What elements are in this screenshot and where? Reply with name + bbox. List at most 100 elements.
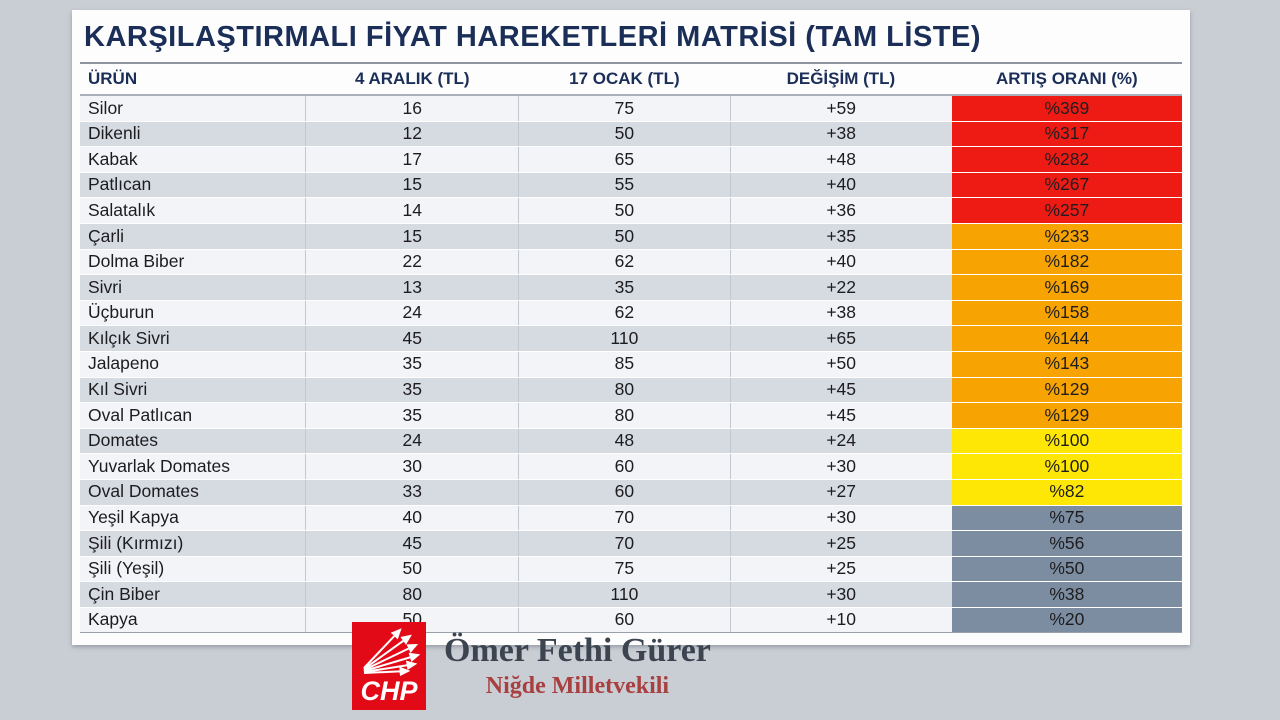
dec4-price-cell: 35	[305, 351, 519, 378]
change-cell: +50	[729, 351, 952, 378]
increase-percent-cell: %20	[951, 607, 1182, 634]
jan17-price-cell: 55	[518, 172, 731, 199]
table-row: Jalapeno 35 85 +50 %143	[80, 351, 1182, 378]
product-cell: Çin Biber	[80, 581, 306, 608]
jan17-price-cell: 50	[518, 197, 731, 224]
price-table: ÜRÜN 4 ARALIK (TL) 17 OCAK (TL) DEĞİŞİM …	[80, 62, 1182, 634]
change-cell: +48	[729, 146, 952, 173]
column-header-4-aralik: 4 ARALIK (TL)	[305, 62, 519, 96]
change-cell: +30	[729, 581, 952, 608]
change-cell: +38	[729, 121, 952, 148]
table-row: Salatalık 14 50 +36 %257	[80, 197, 1182, 224]
change-cell: +25	[729, 556, 952, 583]
increase-percent-cell: %369	[951, 95, 1182, 122]
increase-percent-cell: %56	[951, 530, 1182, 557]
jan17-price-cell: 85	[518, 351, 731, 378]
change-cell: +38	[729, 300, 952, 327]
change-cell: +22	[729, 274, 952, 301]
change-cell: +30	[729, 453, 952, 480]
product-cell: Yeşil Kapya	[80, 505, 306, 532]
table-row: Dikenli 12 50 +38 %317	[80, 121, 1182, 148]
dec4-price-cell: 15	[305, 172, 519, 199]
product-cell: Şili (Yeşil)	[80, 556, 306, 583]
increase-percent-cell: %100	[951, 453, 1182, 480]
table-row: Dolma Biber 22 62 +40 %182	[80, 249, 1182, 276]
table-row: Kıl Sivri 35 80 +45 %129	[80, 377, 1182, 404]
dec4-price-cell: 16	[305, 95, 519, 122]
table-row: Oval Domates 33 60 +27 %82	[80, 479, 1182, 506]
dec4-price-cell: 22	[305, 249, 519, 276]
table-row: Domates 24 48 +24 %100	[80, 428, 1182, 455]
product-cell: Oval Patlıcan	[80, 402, 306, 429]
chp-logo-text: CHP	[360, 676, 418, 706]
jan17-price-cell: 50	[518, 121, 731, 148]
jan17-price-cell: 50	[518, 223, 731, 250]
increase-percent-cell: %282	[951, 146, 1182, 173]
table-row: Yuvarlak Domates 30 60 +30 %100	[80, 453, 1182, 480]
column-header-artis-orani: ARTIŞ ORANI (%)	[951, 62, 1182, 96]
product-cell: Çarli	[80, 223, 306, 250]
table-row: Silor 16 75 +59 %369	[80, 95, 1182, 122]
increase-percent-cell: %50	[951, 556, 1182, 583]
column-header-degisim: DEĞİŞİM (TL)	[730, 62, 952, 96]
product-cell: Dikenli	[80, 121, 306, 148]
increase-percent-cell: %144	[951, 325, 1182, 352]
chp-logo: CHP	[352, 622, 426, 710]
increase-percent-cell: %158	[951, 300, 1182, 327]
increase-percent-cell: %317	[951, 121, 1182, 148]
increase-percent-cell: %129	[951, 377, 1182, 404]
jan17-price-cell: 80	[518, 377, 731, 404]
product-cell: Domates	[80, 428, 306, 455]
column-header-17-ocak: 17 OCAK (TL)	[518, 62, 731, 96]
product-cell: Dolma Biber	[80, 249, 306, 276]
deputy-title: Niğde Milletvekili	[485, 672, 670, 699]
dec4-price-cell: 35	[305, 402, 519, 429]
footer: CHP Ömer Fethi Gürer Niğde Milletvekili	[352, 620, 711, 712]
change-cell: +25	[729, 530, 952, 557]
jan17-price-cell: 70	[518, 505, 731, 532]
increase-percent-cell: %129	[951, 402, 1182, 429]
page-title: KARŞILAŞTIRMALI FİYAT HAREKETLERİ MATRİS…	[84, 21, 981, 53]
product-cell: Kapya	[80, 607, 306, 634]
increase-percent-cell: %267	[951, 172, 1182, 199]
dec4-price-cell: 33	[305, 479, 519, 506]
dec4-price-cell: 24	[305, 428, 519, 455]
dec4-price-cell: 17	[305, 146, 519, 173]
increase-percent-cell: %169	[951, 274, 1182, 301]
jan17-price-cell: 65	[518, 146, 731, 173]
change-cell: +40	[729, 249, 952, 276]
table-row: Patlıcan 15 55 +40 %267	[80, 172, 1182, 199]
change-cell: +59	[729, 95, 952, 122]
product-cell: Şili (Kırmızı)	[80, 530, 306, 557]
change-cell: +36	[729, 197, 952, 224]
increase-percent-cell: %143	[951, 351, 1182, 378]
product-cell: Kılçık Sivri	[80, 325, 306, 352]
change-cell: +10	[729, 607, 952, 634]
dec4-price-cell: 15	[305, 223, 519, 250]
product-cell: Yuvarlak Domates	[80, 453, 306, 480]
table-row: Üçburun 24 62 +38 %158	[80, 300, 1182, 327]
product-cell: Kabak	[80, 146, 306, 173]
product-cell: Jalapeno	[80, 351, 306, 378]
dec4-price-cell: 45	[305, 530, 519, 557]
dec4-price-cell: 30	[305, 453, 519, 480]
change-cell: +65	[729, 325, 952, 352]
increase-percent-cell: %100	[951, 428, 1182, 455]
table-row: Şili (Kırmızı) 45 70 +25 %56	[80, 530, 1182, 557]
deputy-name: Ömer Fethi Gürer	[444, 632, 711, 670]
dec4-price-cell: 45	[305, 325, 519, 352]
increase-percent-cell: %75	[951, 505, 1182, 532]
increase-percent-cell: %182	[951, 249, 1182, 276]
change-cell: +30	[729, 505, 952, 532]
table-row: Oval Patlıcan 35 80 +45 %129	[80, 402, 1182, 429]
dec4-price-cell: 80	[305, 581, 519, 608]
jan17-price-cell: 110	[518, 581, 731, 608]
dec4-price-cell: 13	[305, 274, 519, 301]
jan17-price-cell: 35	[518, 274, 731, 301]
increase-percent-cell: %257	[951, 197, 1182, 224]
column-header-urun: ÜRÜN	[80, 62, 306, 96]
change-cell: +35	[729, 223, 952, 250]
jan17-price-cell: 60	[518, 479, 731, 506]
table-row: Çin Biber 80 110 +30 %38	[80, 581, 1182, 608]
table-body: Silor 16 75 +59 %369 Dikenli 12 50 +38 %317 Kabak 1…	[80, 95, 1182, 634]
